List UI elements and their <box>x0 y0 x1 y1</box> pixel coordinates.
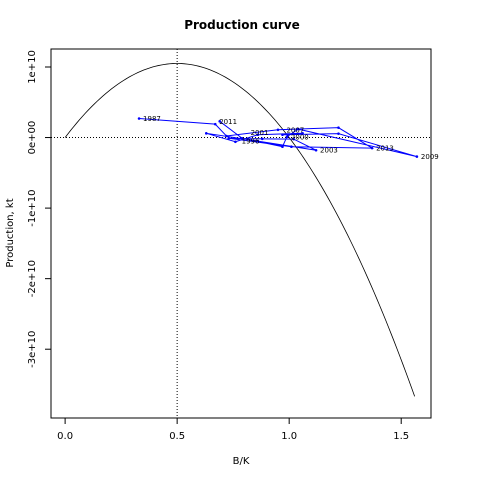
series-line <box>139 118 418 158</box>
data-point <box>137 117 141 120</box>
data-point <box>370 146 374 150</box>
data-point <box>213 122 217 126</box>
x-axis-label: B/K <box>233 456 250 467</box>
data-point <box>292 137 295 141</box>
x-tick-label: 1.5 <box>393 431 409 442</box>
y-tick-label: -1e+10 <box>27 189 38 226</box>
y-tick-label: -2e+10 <box>27 260 38 297</box>
data-point <box>234 140 237 144</box>
data-point <box>256 139 260 143</box>
data-point <box>260 137 264 141</box>
year-label: 2003 <box>320 147 338 155</box>
reference-lines <box>51 49 431 418</box>
x-axis: 0.0 0.5 1.0 1.5 <box>57 417 409 442</box>
data-point <box>296 127 300 131</box>
data-point <box>285 135 289 139</box>
data-point <box>337 132 340 135</box>
data-point <box>225 134 228 138</box>
data-point <box>256 133 260 137</box>
year-label: 1996 <box>242 138 260 146</box>
data-point <box>218 120 222 123</box>
y-axis: 1e+10 0e+00 -1e+10 -2e+10 -3e+10 <box>27 50 52 368</box>
data-point <box>281 133 284 137</box>
data-point <box>301 132 304 135</box>
data-point <box>415 155 419 158</box>
data-point <box>314 148 318 152</box>
data-point <box>337 126 340 129</box>
year-label: 1987 <box>143 115 161 123</box>
chart-title: Production curve <box>184 18 300 32</box>
x-tick-label: 1.0 <box>281 431 297 442</box>
year-label: 2007 <box>286 126 304 134</box>
year-label: 2013 <box>376 145 394 153</box>
y-tick-label: -3e+10 <box>27 331 38 368</box>
y-tick-label: 0e+00 <box>27 121 38 155</box>
data-point <box>204 132 208 135</box>
plot-frame <box>50 48 432 419</box>
year-label: 2011 <box>219 118 237 126</box>
year-label: 2000 <box>291 133 309 141</box>
data-series <box>137 117 419 158</box>
y-axis-label: Production, kt <box>5 198 16 267</box>
y-tick-label: 1e+10 <box>27 50 38 84</box>
x-tick-label: 0.5 <box>169 431 185 442</box>
data-point <box>290 145 293 149</box>
data-point <box>240 136 244 140</box>
year-label: 2001 <box>251 129 269 137</box>
data-point <box>281 145 284 149</box>
data-point <box>227 136 230 140</box>
production-curve <box>64 63 416 397</box>
year-label: 2009 <box>421 153 439 161</box>
data-point <box>276 128 280 132</box>
x-tick-label: 0.0 <box>57 431 73 442</box>
production-curve-line <box>64 63 416 397</box>
